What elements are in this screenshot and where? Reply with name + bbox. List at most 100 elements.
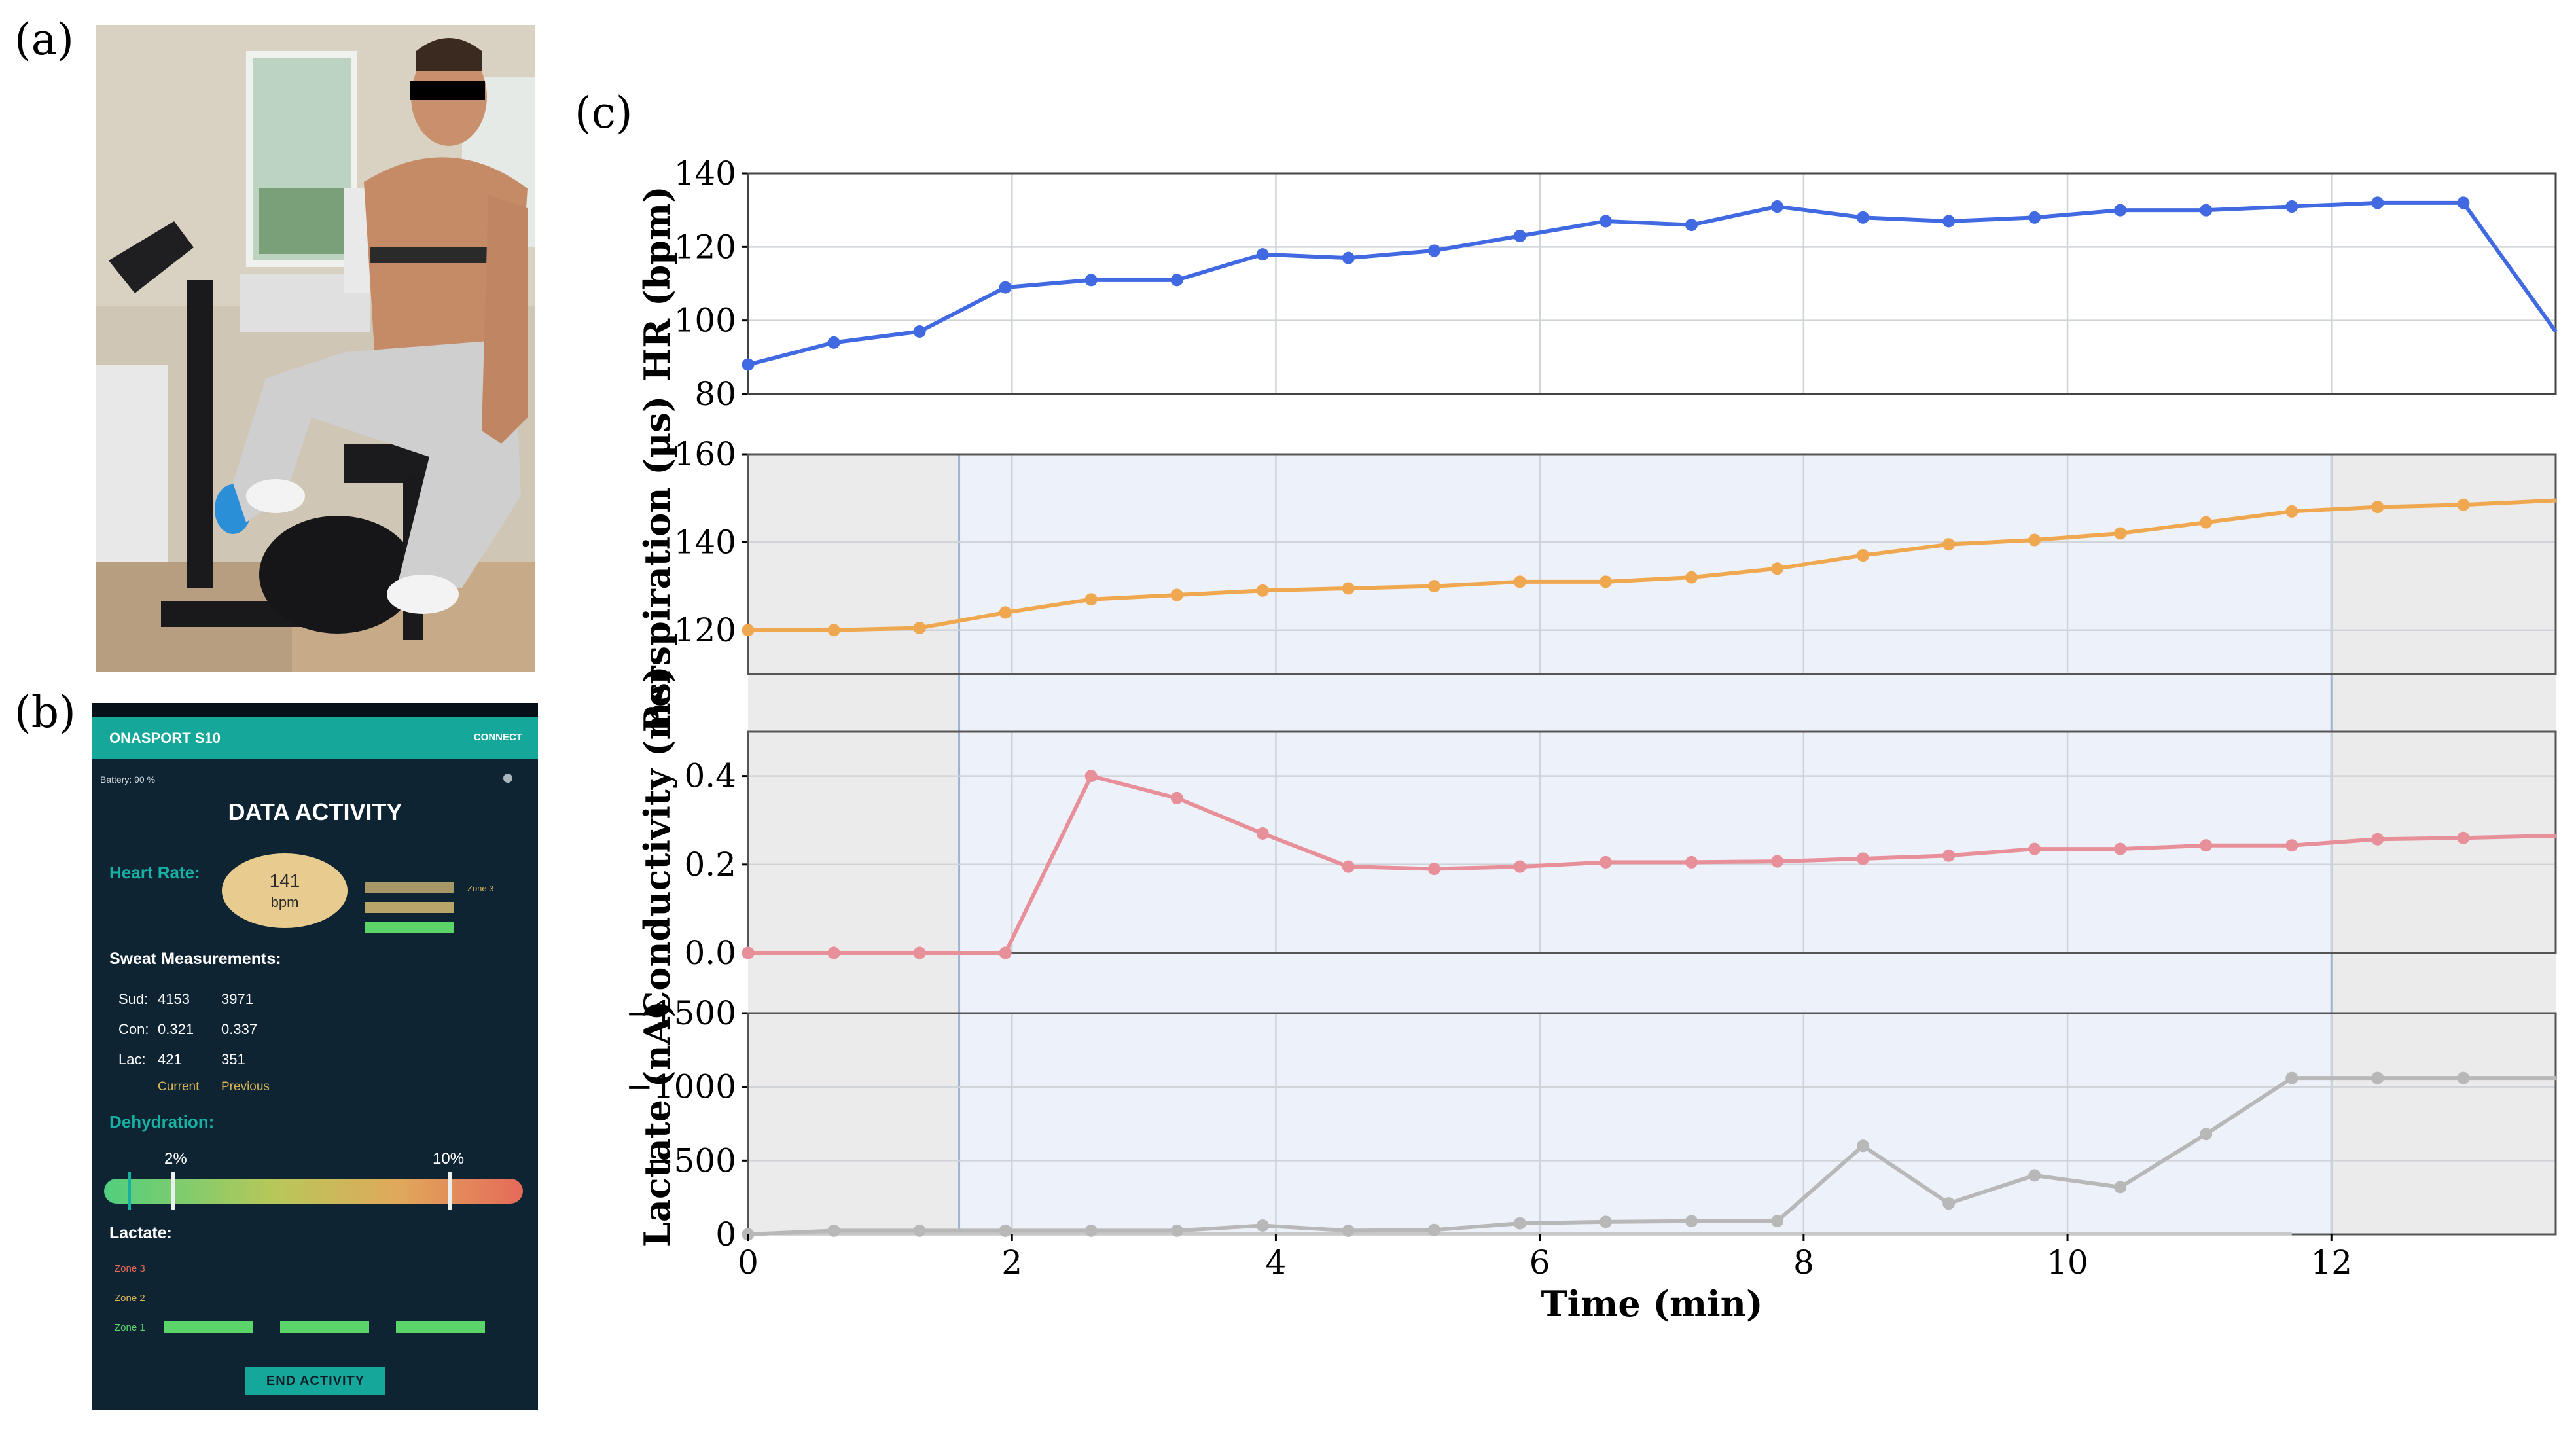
- x-tick-label: 6: [1530, 1244, 1550, 1282]
- status-bar: [92, 703, 538, 717]
- measurement-current: 4153: [158, 991, 190, 1007]
- y-tick-label: 0.2: [684, 846, 736, 884]
- hr-point: [913, 325, 926, 338]
- measurement-current: 421: [158, 1051, 182, 1067]
- lactate-point: [1256, 1219, 1269, 1232]
- hr-point: [2028, 211, 2041, 224]
- page-title: DATA ACTIVITY: [228, 798, 402, 825]
- hr-point: [1084, 274, 1098, 287]
- plot-frame: [747, 730, 2557, 954]
- lactate-heading: Lactate:: [109, 1224, 172, 1242]
- hr-point: [1342, 251, 1355, 264]
- end-activity-button[interactable]: END ACTIVITY: [245, 1367, 385, 1395]
- lactate-point: [2200, 1128, 2213, 1141]
- y-axis-label: HR (bpm): [636, 186, 678, 381]
- hr-point: [1857, 211, 1870, 224]
- hr-point: [1771, 200, 1784, 213]
- y-tick-label: 160: [674, 435, 736, 473]
- conductivity-point: [2371, 833, 2384, 846]
- perspiration-point: [913, 621, 926, 634]
- sweat-measurements-heading: Sweat Measurements:: [109, 950, 281, 968]
- hr-point: [999, 281, 1012, 294]
- app-bar: ONASPORT S10 CONNECT: [92, 717, 538, 759]
- dehydration-mark-2: 2%: [164, 1150, 187, 1168]
- perspiration-point: [2200, 516, 2213, 529]
- hr-point: [1256, 248, 1269, 261]
- hr-point: [1599, 215, 1612, 228]
- conductivity-point: [2028, 842, 2041, 855]
- hr-point: [1685, 219, 1698, 232]
- conductivity-point: [1685, 855, 1698, 869]
- conductivity-point: [1170, 791, 1183, 804]
- perspiration-point: [2457, 498, 2470, 511]
- exercise-bike-photo: [96, 25, 535, 672]
- measurement-label: Sud:: [118, 991, 149, 1007]
- lactate-point: [2285, 1071, 2299, 1084]
- perspiration-point: [1084, 593, 1098, 606]
- conductivity-point: [1513, 860, 1526, 873]
- perspiration-point: [827, 624, 840, 637]
- perspiration-point: [2028, 533, 2041, 547]
- lactate-zone-2-label: Zone 2: [115, 1293, 145, 1304]
- lactate-point: [827, 1224, 840, 1237]
- plot-frame: [747, 453, 2557, 675]
- measurement-label: Con:: [118, 1021, 149, 1037]
- lactate-point: [1942, 1197, 1956, 1210]
- conductivity-point: [1256, 827, 1269, 840]
- lactate-point: [2028, 1169, 2041, 1182]
- hr-zone-bar-2: [365, 902, 454, 913]
- y-tick-label: −500: [647, 1141, 736, 1179]
- conductivity-point: [742, 946, 755, 959]
- perspiration-point: [742, 624, 755, 637]
- plot-frame: [747, 172, 2557, 395]
- panel-c-label: (c): [575, 88, 633, 138]
- conductivity-point: [2457, 831, 2470, 844]
- lactate-point: [999, 1224, 1012, 1237]
- perspiration-point: [1942, 538, 1956, 551]
- perspiration-point: [2114, 527, 2127, 540]
- connect-button[interactable]: CONNECT: [473, 732, 522, 743]
- hr-point: [2371, 196, 2384, 209]
- y-tick-label: 0.4: [684, 757, 736, 795]
- y-tick-label: 140: [674, 523, 736, 561]
- perspiration-point: [1513, 575, 1526, 588]
- panel-a-label: (a): [14, 14, 74, 65]
- measurement-current: 0.321: [158, 1021, 194, 1037]
- y-axis-label: Lactate (nA): [636, 1001, 678, 1247]
- perspiration-line: [748, 498, 2556, 632]
- hr-point: [1513, 229, 1526, 242]
- heart-rate-value: 141: [269, 870, 300, 891]
- x-tick-label: 2: [1001, 1244, 1022, 1282]
- lactate-zone-1-bar: [280, 1321, 369, 1333]
- hr-point: [742, 358, 755, 371]
- conductivity-point: [2114, 842, 2127, 855]
- measurement-previous: 0.337: [221, 1021, 258, 1037]
- conductivity-point: [1084, 770, 1098, 783]
- perspiration-point: [1170, 588, 1183, 601]
- hr-zone-bar-1: [365, 922, 454, 933]
- lactate-point: [1513, 1217, 1526, 1230]
- perspiration-point: [2371, 501, 2384, 514]
- perspiration-point: [1857, 549, 1870, 562]
- y-tick-label: 120: [674, 228, 736, 266]
- y-tick-label: 100: [674, 302, 736, 340]
- x-tick-label: 10: [2047, 1244, 2088, 1282]
- lactate-point: [1084, 1224, 1098, 1237]
- y-tick-label: 0.0: [684, 934, 736, 972]
- dehydration-10-marker: [448, 1172, 452, 1210]
- active-region-shade: [959, 454, 2332, 1234]
- lactate-line: [747, 1076, 2556, 1236]
- heart-rate-display: 141 bpm: [222, 853, 348, 928]
- panel-b-label: (b): [14, 687, 76, 738]
- hr-point: [2457, 196, 2470, 209]
- y-tick-label: −1000: [626, 1068, 736, 1106]
- dehydration-2-marker: [171, 1172, 175, 1210]
- hr-point: [1942, 215, 1956, 228]
- dehydration-current-marker: [128, 1172, 131, 1210]
- lactate-point: [1342, 1224, 1355, 1237]
- measurement-label: Lac:: [118, 1051, 146, 1067]
- conductivity-line: [748, 774, 2556, 955]
- current-column-label: Current: [158, 1080, 200, 1094]
- y-tick-label: 120: [674, 611, 736, 649]
